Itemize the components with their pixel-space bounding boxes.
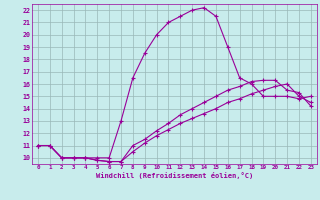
X-axis label: Windchill (Refroidissement éolien,°C): Windchill (Refroidissement éolien,°C): [96, 172, 253, 179]
